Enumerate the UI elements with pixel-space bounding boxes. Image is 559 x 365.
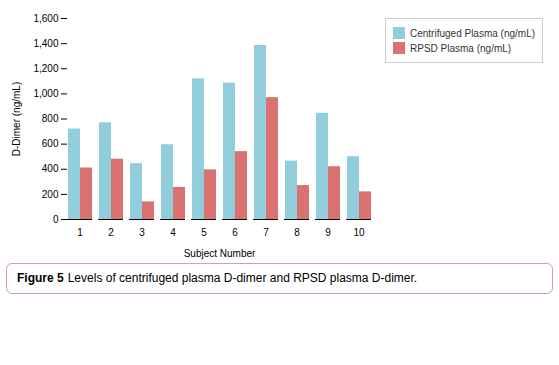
- svg-text:D-Dimer (ng/mL): D-Dimer (ng/mL): [11, 82, 22, 156]
- svg-text:Subject Number: Subject Number: [184, 248, 256, 259]
- svg-text:4: 4: [170, 227, 176, 238]
- svg-text:400: 400: [42, 163, 59, 174]
- svg-text:1,600: 1,600: [33, 13, 58, 24]
- svg-text:200: 200: [42, 189, 59, 200]
- svg-text:0: 0: [53, 214, 59, 225]
- svg-text:6: 6: [232, 227, 238, 238]
- svg-text:800: 800: [42, 113, 59, 124]
- svg-text:1,200: 1,200: [33, 63, 58, 74]
- svg-text:10: 10: [353, 227, 365, 238]
- svg-text:1,000: 1,000: [33, 88, 58, 99]
- svg-text:1: 1: [77, 227, 83, 238]
- svg-text:2: 2: [108, 227, 114, 238]
- svg-text:1,400: 1,400: [33, 38, 58, 49]
- html-text:Centrifuged Plasma (ng/mL): Centrifuged Plasma (ng/mL): [410, 27, 536, 39]
- html-text:RPSD Plasma (ng/mL): RPSD Plasma (ng/mL): [410, 42, 512, 54]
- svg-text:7: 7: [263, 227, 269, 238]
- svg-text:600: 600: [42, 138, 59, 149]
- svg-text:3: 3: [139, 227, 145, 238]
- html-text:Figure 5 Levels of centrifuged: Figure 5 Levels of centrifuged plasma D-…: [17, 271, 418, 285]
- svg-text:9: 9: [325, 227, 331, 238]
- svg-text:5: 5: [201, 227, 207, 238]
- svg-text:8: 8: [294, 227, 300, 238]
